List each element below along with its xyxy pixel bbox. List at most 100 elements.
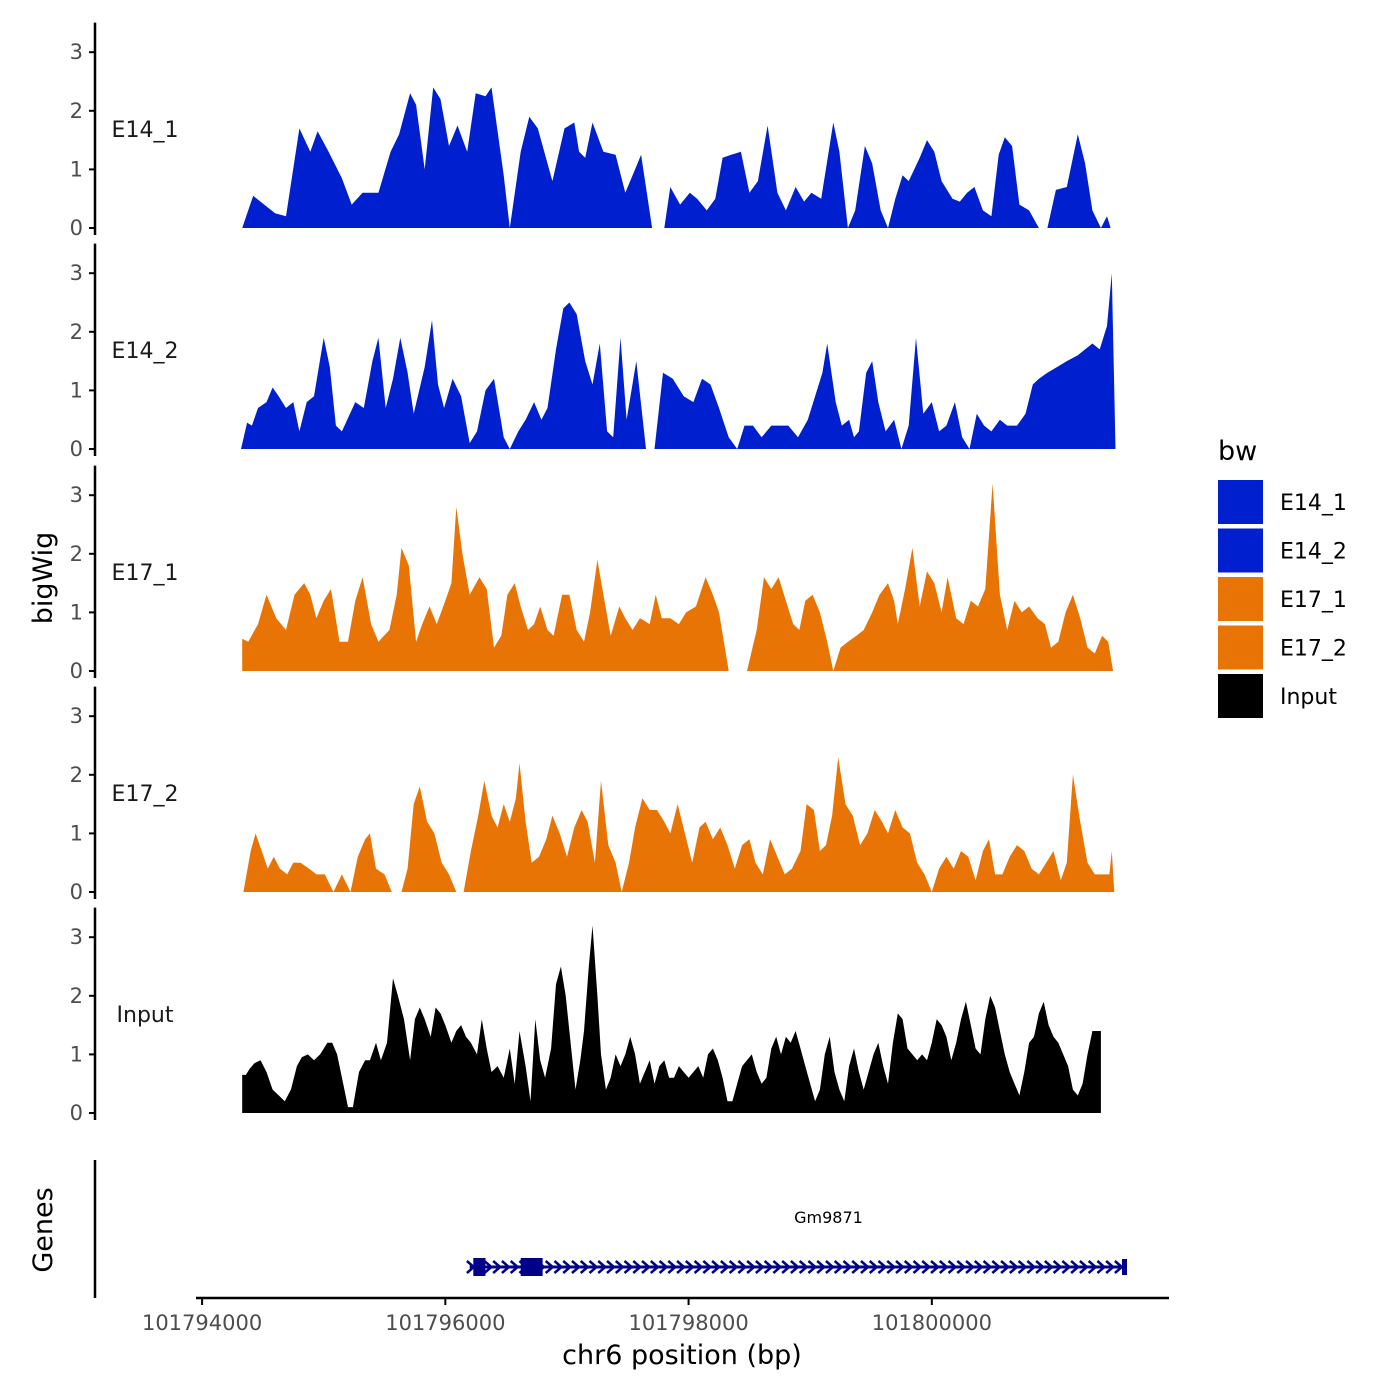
y-tick-label: 0 [70,216,83,240]
strand-arrow [903,1260,914,1274]
legend-label: E14_1 [1280,491,1347,516]
gene-exon [520,1258,543,1276]
x-tick-label: 101800000 [872,1311,992,1335]
track-E14_2: 0 1 2 3 E14_2 [70,243,1116,461]
legend-label: E14_2 [1280,540,1347,565]
y-tick-label: 3 [70,483,83,507]
strand-arrow [641,1260,651,1274]
legend-label: E17_2 [1280,637,1347,662]
strand-arrow [614,1260,625,1274]
tracks-group: 0 1 2 3 E14_1 0 1 2 3 E14_2 0 1 2 3 E17_1 0 1 2 3 E17_2 0 1 2 3… [70,22,1116,1125]
y-tick-label: 3 [70,704,83,728]
strand-arrow [544,1260,555,1274]
track-Input: 0 1 2 3 Input [70,907,1101,1125]
strand-arrow [895,1260,905,1274]
x-tick-label: 101796000 [385,1311,505,1335]
legend-swatch [1218,528,1263,573]
y-tick-label: 2 [70,763,83,787]
strand-arrow [772,1260,783,1274]
legend-swatch [1218,577,1263,621]
strand-arrow [492,1260,503,1274]
strand-arrow [938,1260,949,1274]
strand-arrow [571,1260,581,1274]
strand-arrow [1000,1260,1010,1274]
strand-arrow [833,1260,844,1274]
strand-arrow [1008,1260,1019,1274]
strand-arrow [1114,1260,1124,1274]
strand-arrow [684,1260,695,1274]
strand-arrow [877,1260,888,1274]
strand-arrow [947,1260,958,1274]
strand-arrow [790,1260,800,1274]
strand-arrow [579,1260,590,1274]
strand-arrow [860,1260,870,1274]
strand-arrow [1087,1260,1098,1274]
strand-arrow [798,1260,809,1274]
y-tick-label: 1 [70,821,83,845]
strand-arrow [667,1260,678,1274]
y-tick-label: 0 [70,437,83,461]
y-tick-label: 2 [70,99,83,123]
strand-arrow [1061,1260,1072,1274]
strand-arrow [842,1260,853,1274]
strand-arrow [825,1260,835,1274]
strand-arrow [597,1260,608,1274]
strand-arrow [658,1260,669,1274]
strand-arrow [1026,1260,1037,1274]
legend-label: E17_1 [1280,588,1347,613]
strand-arrow [973,1260,984,1274]
y-tick-label: 1 [70,157,83,181]
strand-arrow [930,1260,940,1274]
strand-arrow [816,1260,827,1274]
track-E17_1: 0 1 2 3 E17_1 [70,465,1114,683]
track-label: Input [117,1003,174,1028]
strand-arrow [737,1260,748,1274]
y-tick-label: 2 [70,984,83,1008]
gene-exon [473,1258,486,1276]
strand-arrow [886,1260,897,1274]
strand-arrow [1070,1260,1081,1274]
strand-arrow [1105,1260,1116,1274]
strand-arrow [1044,1260,1054,1274]
legend: bw E14_1 E14_2 E17_1 E17_2 Input [1218,436,1347,718]
strand-arrow [676,1260,686,1274]
strand-arrow [1035,1260,1046,1274]
strand-arrow [982,1260,993,1274]
y-tick-label: 0 [70,880,83,904]
x-tick-label: 101794000 [142,1311,262,1335]
strand-arrow [956,1260,967,1274]
strand-arrow [606,1260,616,1274]
strand-arrow [991,1260,1002,1274]
strand-arrow [868,1260,879,1274]
strand-arrow [746,1260,757,1274]
y-axis-title: bigWig [28,532,59,625]
strand-arrow [588,1260,599,1274]
y-tick-label: 0 [70,659,83,683]
strand-arrow [763,1260,774,1274]
strand-arrow [553,1260,564,1274]
signal-area-E14_2 [241,273,1116,449]
legend-swatch [1218,480,1263,524]
strand-arrow [562,1260,573,1274]
signal-area-E17_1 [242,483,1114,671]
strand-arrow [755,1260,765,1274]
gene-name-label: Gm9871 [794,1208,863,1227]
track-label: E14_1 [112,118,179,143]
gene-panel: Gm9871 [93,1160,1127,1298]
signal-area-E14_1 [242,87,1111,229]
legend-label: Input [1280,685,1337,710]
strand-arrow [483,1260,494,1274]
y-tick-label: 1 [70,1042,83,1066]
strand-arrow [509,1260,520,1274]
genes-panel-title: Genes [28,1187,59,1272]
y-tick-label: 3 [70,40,83,64]
strand-arrow [702,1260,713,1274]
track-E14_1: 0 1 2 3 E14_1 [70,22,1111,240]
y-tick-label: 2 [70,320,83,344]
gene-end-marker [1121,1259,1127,1275]
strand-arrow [711,1260,721,1274]
signal-area-E17_2 [243,757,1115,892]
y-tick-label: 3 [70,261,83,285]
track-label: E17_1 [112,561,179,586]
